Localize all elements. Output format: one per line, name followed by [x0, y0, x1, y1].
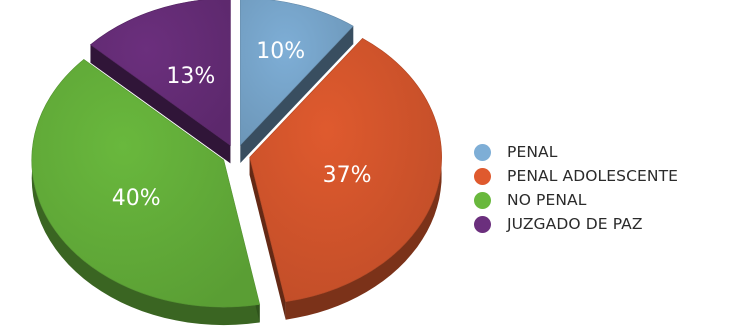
legend-swatch-penal-adolescente [474, 167, 491, 185]
data-label-penal-adolescente: 37% [323, 163, 372, 188]
legend-label-no-penal: NO PENAL [507, 191, 587, 209]
legend-item-juzgado-de-paz: JUZGADO DE PAZ [474, 212, 752, 236]
pie-slice-top-no-penal [31, 59, 261, 308]
legend-item-no-penal: NO PENAL [474, 188, 752, 212]
legend-swatch-no-penal [474, 191, 491, 209]
data-label-no-penal: 40% [112, 186, 161, 211]
data-label-juzgado-de-paz: 13% [166, 64, 215, 89]
legend-swatch-juzgado-de-paz [474, 215, 491, 233]
pie-slice-penal-adolescente [249, 37, 442, 320]
legend-label-penal-adolescente: PENAL ADOLESCENTE [507, 167, 679, 185]
pie-slice-top-juzgado-de-paz [89, 0, 231, 146]
pie-slice-top-penal-adolescente [249, 37, 442, 303]
pie-slice-no-penal [31, 59, 261, 326]
legend-item-penal: PENAL [474, 140, 752, 164]
legend-swatch-penal [474, 143, 491, 161]
pie-slice-side-penal-adolescente [285, 38, 442, 320]
pie-slice-edge-juzgado-de-paz-0 [90, 44, 231, 164]
legend-item-penal-adolescente: PENAL ADOLESCENTE [474, 164, 752, 188]
data-label-penal: 10% [256, 39, 305, 64]
legend-label-juzgado-de-paz: JUZGADO DE PAZ [507, 215, 643, 233]
legend: PENAL PENAL ADOLESCENTE NO PENAL JUZGADO… [474, 140, 752, 236]
pie-slice-top-penal [240, 0, 354, 146]
pie-slice-juzgado-de-paz [89, 0, 231, 164]
pie-slice-edge-penal-adolescente-1 [249, 157, 286, 320]
legend-label-penal: PENAL [507, 143, 558, 161]
pie-slice-penal [240, 0, 354, 164]
pie-slice-edge-penal-1 [240, 26, 354, 164]
